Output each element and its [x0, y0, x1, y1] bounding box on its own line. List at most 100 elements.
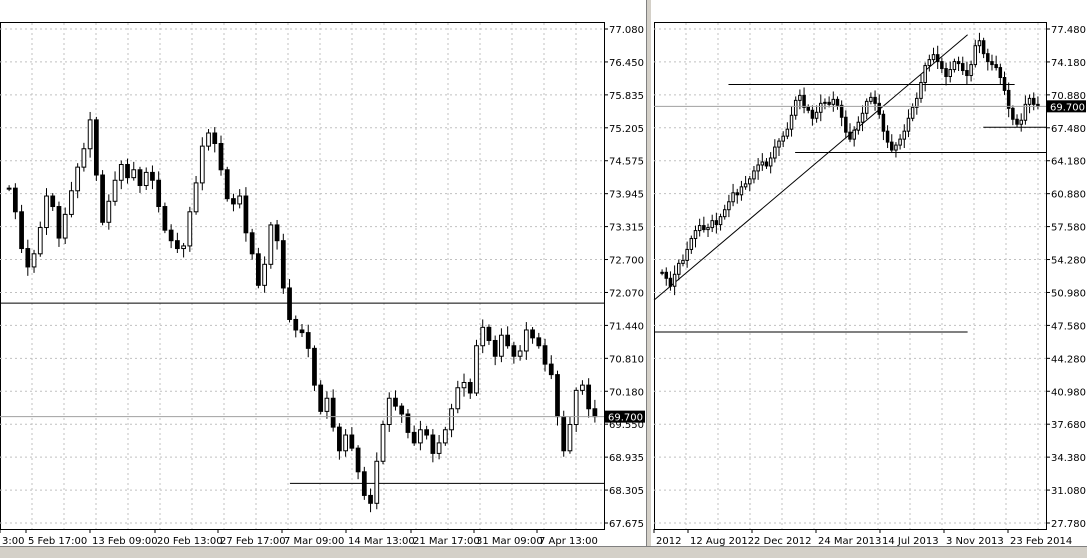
left-candle-body	[355, 447, 361, 473]
right-candle-body	[952, 61, 957, 71]
left-candle-body	[573, 389, 579, 426]
right-candle-body	[969, 64, 973, 77]
left-y-tick-label: 74.575	[609, 157, 644, 168]
right-candle-body	[927, 59, 932, 67]
right-candle-body	[915, 97, 919, 108]
left-candle-body	[530, 329, 535, 339]
left-candle-body	[411, 431, 417, 444]
left-candle-body	[580, 384, 585, 391]
left-y-tick-label: 73.945	[609, 190, 644, 201]
right-candle-body	[706, 227, 710, 231]
right-candle-body	[731, 192, 735, 203]
chart-divider[interactable]	[646, 0, 652, 558]
right-candle-body	[681, 259, 685, 264]
left-candle-body	[249, 232, 255, 255]
left-candle-body	[75, 166, 81, 192]
left-candle-body	[93, 119, 99, 176]
left-candle-body	[393, 397, 398, 407]
right-candle-body	[739, 186, 744, 196]
left-candle-body	[418, 429, 423, 444]
left-x-tick-label: 13 Feb 09:00	[92, 536, 158, 546]
left-candle-body	[555, 374, 560, 418]
left-x-tick-label: 31 Mar 09:00	[476, 536, 543, 546]
left-candle-body	[181, 245, 186, 250]
left-y-tick-label: 67.675	[609, 519, 644, 530]
left-y-tick-label: 77.080	[609, 25, 644, 36]
left-y-tick-label: 76.450	[609, 58, 644, 69]
right-candle-body	[756, 164, 760, 172]
left-candle-body	[511, 345, 517, 357]
right-candle-body	[814, 111, 819, 119]
left-candle-body	[81, 148, 87, 168]
right-y-tick-label: 64.180	[1051, 157, 1086, 168]
right-candle-body	[1002, 77, 1007, 91]
right-x-tick-label: 2 Dec 2012	[754, 536, 812, 546]
left-candle-body	[318, 384, 324, 412]
left-candle-body	[548, 363, 554, 376]
right-candle-body	[1031, 97, 1036, 105]
left-candle-body	[386, 397, 392, 426]
right-candle-body	[885, 130, 890, 143]
left-candle-body	[449, 408, 454, 431]
left-x-tick-label: 7 Apr 13:00	[539, 536, 598, 546]
left-candle-body	[430, 434, 436, 454]
right-chart-panel[interactable]: 77.480 74.180 70.880 67.480 64.180 60.880 57.5…	[652, 0, 1087, 547]
right-candle-body	[906, 117, 911, 132]
right-y-tick-label: 44.280	[1051, 354, 1086, 365]
right-candle-body	[990, 61, 994, 66]
right-candle-body	[743, 183, 748, 188]
right-y-tick-label: 60.880	[1051, 190, 1086, 201]
left-x-tick-label: 5 Feb 17:00	[28, 536, 87, 546]
left-candle-body	[150, 171, 155, 181]
left-candle-body	[199, 145, 205, 184]
right-candle-body	[931, 54, 936, 61]
right-y-tick-label: 77.480	[1051, 25, 1086, 36]
left-candle-body	[12, 187, 18, 213]
right-candle-body	[735, 192, 740, 196]
right-y-tick-label: 54.280	[1051, 256, 1086, 267]
right-candle-body	[856, 121, 861, 131]
right-candle-body	[677, 262, 681, 275]
right-candle-body	[810, 109, 815, 119]
right-candle-body	[835, 98, 840, 106]
right-candle-body	[827, 101, 831, 105]
right-candle-body	[722, 209, 727, 218]
left-candle-body	[224, 169, 230, 200]
left-candle-body	[517, 350, 523, 357]
right-x-tick-label: 23 Feb 2014	[1010, 536, 1072, 546]
left-candle-body	[112, 179, 118, 202]
right-plot-frame	[654, 22, 1047, 530]
right-current-price-label: 69.700	[1050, 102, 1085, 113]
left-candle-body	[536, 337, 542, 347]
right-candle-body	[664, 271, 669, 279]
right-candle-body	[923, 65, 927, 83]
right-candle-body	[881, 113, 886, 132]
left-x-tick-label: 20 Feb 13:00	[157, 536, 223, 546]
right-candle-body	[848, 131, 852, 140]
right-candle-body	[789, 114, 794, 130]
left-chart-panel[interactable]: 77.080 76.450 75.835 75.205 74.575 73.945 73.3…	[0, 0, 646, 547]
left-candle-body	[6, 187, 12, 190]
left-candle-body	[561, 416, 567, 452]
left-candle-body	[467, 381, 473, 394]
right-y-tick-label: 40.980	[1051, 387, 1086, 398]
left-candle-body	[480, 326, 486, 347]
right-candle-body	[760, 161, 765, 166]
right-candle-body	[1006, 89, 1011, 109]
right-candle-body	[940, 61, 944, 70]
left-candle-body	[474, 345, 479, 394]
right-candle-body	[798, 94, 802, 101]
left-chart[interactable]: 77.080 76.450 75.835 75.205 74.575 73.945 73.3…	[0, 0, 646, 547]
left-y-tick-label: 70.180	[609, 387, 644, 398]
right-candle-body	[819, 102, 823, 113]
left-x-tick-label: 7 Mar 09:00	[284, 536, 344, 546]
horizontal-scrollbar[interactable]	[0, 546, 1087, 558]
left-candle-body	[436, 442, 442, 454]
right-candle-body	[748, 178, 752, 185]
left-candle-body	[287, 287, 292, 320]
right-candle-body	[919, 81, 923, 99]
left-candle-body	[299, 329, 305, 334]
right-chart[interactable]: 77.480 74.180 70.880 67.480 64.180 60.880 57.5…	[652, 0, 1087, 547]
right-y-tick-label: 57.580	[1051, 223, 1086, 234]
right-candle-body	[727, 201, 731, 211]
